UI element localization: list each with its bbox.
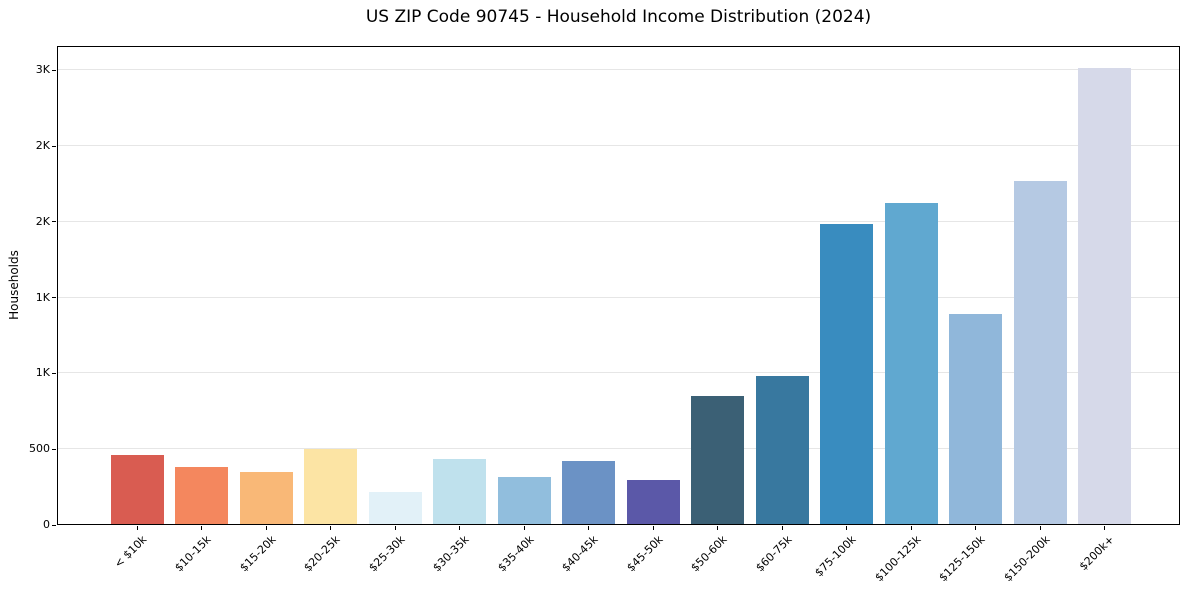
x-tick-label: $25-30k (365, 533, 408, 575)
x-tick-label: $200k+ (1076, 533, 1117, 574)
bar (820, 223, 873, 525)
x-tick-label: $75-100k (812, 533, 859, 580)
y-tick-label: 3K (35, 63, 50, 77)
x-tick-mark (717, 526, 718, 530)
x-tick-mark (201, 526, 202, 530)
x-tick-mark (588, 526, 589, 530)
x-tick-mark (136, 526, 138, 530)
bar (1078, 68, 1131, 525)
gridline (57, 220, 1180, 222)
x-tick-label: $60-75k (752, 533, 795, 575)
bar (497, 476, 551, 525)
y-tick-mark (52, 69, 56, 71)
x-tick-label: $150-200k (1001, 533, 1053, 585)
bar (755, 376, 809, 525)
x-tick-label: $30-35k (430, 533, 472, 575)
bar (949, 313, 1002, 525)
bar (110, 454, 164, 525)
gridline (57, 145, 1180, 147)
x-tick-mark (781, 526, 783, 530)
gridline (57, 296, 1180, 298)
bar (884, 202, 938, 525)
y-tick-label: 0 (43, 518, 50, 531)
y-tick-mark (52, 524, 56, 526)
x-tick-label: $15-20k (236, 533, 279, 575)
x-tick-mark (523, 526, 525, 530)
y-tick-mark (52, 448, 56, 450)
x-tick-mark (1104, 526, 1105, 530)
x-tick-label: $10-15k (172, 533, 214, 575)
x-tick-mark (846, 526, 847, 530)
x-tick-label: $100-125k (872, 533, 924, 585)
y-tick-label: 500 (29, 442, 50, 456)
x-tick-label: $20-25k (301, 533, 343, 575)
x-tick-mark (910, 526, 912, 530)
gridline (57, 69, 1180, 71)
x-tick-mark (265, 526, 267, 530)
x-tick-mark (330, 526, 331, 530)
y-tick-label: 2K (35, 139, 50, 153)
y-tick-mark (52, 372, 56, 374)
x-tick-label: $45-50k (623, 533, 666, 575)
x-tick-label: $50-60k (688, 533, 730, 575)
bar (304, 448, 357, 525)
x-tick-mark (394, 526, 396, 530)
y-tick-label: 2K (35, 214, 50, 228)
plot-area (57, 46, 1180, 525)
gridline (57, 448, 1180, 450)
bar (562, 460, 615, 525)
x-tick-label: $125-150k (936, 533, 988, 585)
x-tick-mark (975, 526, 976, 530)
y-tick-mark (52, 221, 56, 223)
bar (433, 458, 486, 525)
chart-title: US ZIP Code 90745 - Household Income Dis… (365, 7, 872, 27)
y-tick-label: 1K (35, 366, 50, 380)
bar (368, 491, 422, 525)
y-tick-mark (52, 145, 56, 147)
x-tick-mark (459, 526, 460, 530)
gridline (57, 372, 1180, 374)
x-tick-label: $40-45k (559, 533, 601, 575)
bar (1013, 181, 1067, 525)
y-axis-label: Households (7, 250, 21, 320)
y-tick-mark (52, 297, 56, 299)
x-tick-label: < $10k (111, 533, 150, 571)
bar (175, 467, 228, 525)
bar (626, 479, 680, 525)
bar (239, 471, 293, 525)
y-tick-label: 1K (35, 290, 50, 304)
x-tick-label: $35-40k (494, 533, 537, 575)
x-tick-mark (1039, 526, 1041, 530)
x-tick-mark (652, 526, 654, 530)
bar (691, 396, 744, 525)
